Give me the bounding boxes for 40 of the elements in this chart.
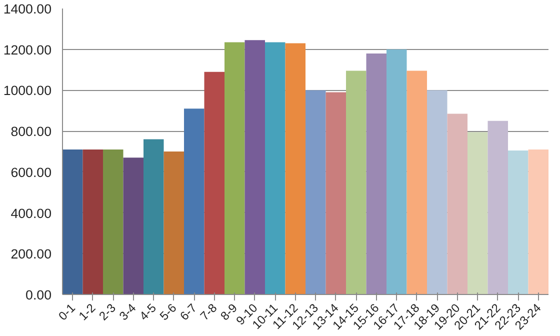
- bar: [62, 149, 83, 294]
- bar: [447, 114, 468, 294]
- bar: [427, 90, 448, 294]
- bar: [244, 40, 265, 294]
- x-tick-label: 6-7: [177, 300, 200, 324]
- y-tick-label: 0.00: [26, 288, 52, 302]
- y-tick-label: 800.00: [10, 124, 52, 140]
- y-tick-label: 1000.00: [3, 83, 52, 98]
- y-tick-label: 600.00: [10, 164, 52, 180]
- bar: [103, 149, 124, 294]
- bar: [488, 120, 508, 294]
- bar: [386, 49, 407, 294]
- y-tick-label: 1400.00: [3, 2, 52, 16]
- bar: [184, 108, 204, 294]
- x-tick-label: 1-2: [76, 300, 98, 324]
- bar: [326, 92, 346, 294]
- y-tick-label: 1200.00: [3, 42, 52, 58]
- bar: [164, 152, 184, 294]
- bar: [144, 139, 164, 294]
- bar: [265, 42, 286, 294]
- x-tick-label: 3-4: [116, 300, 139, 324]
- bar: [406, 70, 427, 294]
- bar: [346, 70, 366, 294]
- bar: [224, 42, 245, 294]
- x-tick-label: 4-5: [136, 300, 160, 324]
- y-tick-label: 200.00: [10, 246, 52, 262]
- bar: [468, 132, 488, 294]
- bar: [508, 150, 528, 294]
- y-tick-label: 400.00: [10, 206, 52, 221]
- x-tick-label: 0-1: [56, 300, 78, 324]
- bar: [285, 43, 306, 294]
- bar: [204, 72, 224, 294]
- bar: [366, 53, 386, 294]
- bar: [528, 149, 548, 294]
- bar: [306, 90, 326, 294]
- x-tick-label: 5-6: [157, 300, 180, 324]
- x-tick-label: 7-8: [198, 300, 220, 324]
- bar: [123, 158, 144, 294]
- bar: [82, 149, 103, 294]
- x-tick-label: 2-3: [96, 300, 119, 324]
